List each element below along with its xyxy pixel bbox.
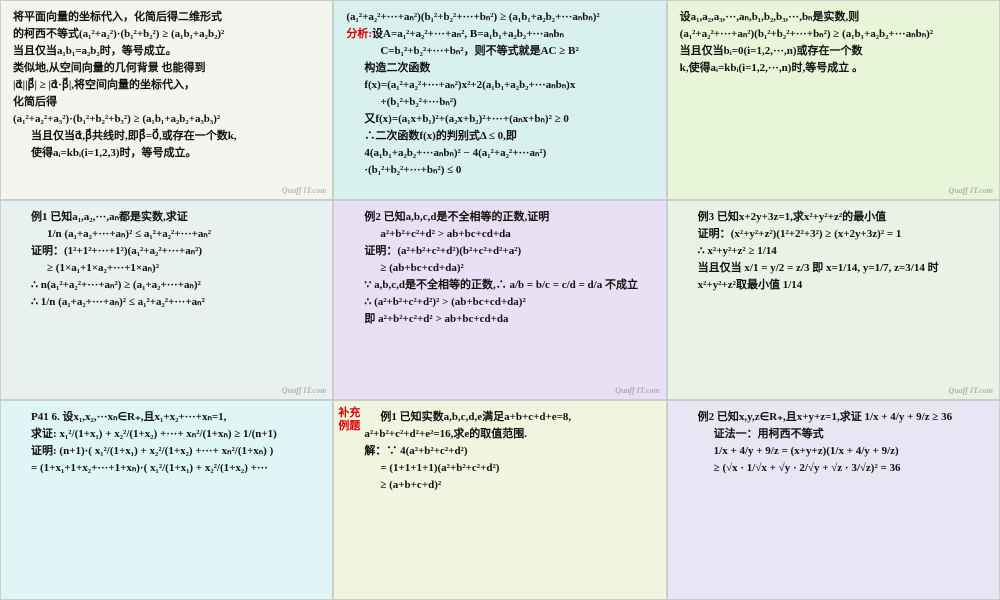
math-panel-4: 例1 已知a₁,a₂,···,aₙ都是实数,求证1/n (a₁+a₂+···+a… bbox=[0, 200, 333, 400]
math-line: x²+y²+z²取最小值 1/14 bbox=[680, 277, 987, 294]
math-line: ≥ (ab+bc+cd+da)² bbox=[346, 260, 653, 277]
watermark: Quaff IT.com bbox=[949, 385, 993, 397]
math-panel-1: 将平面向量的坐标代入，化简后得二维形式的柯西不等式(a₁²+a₂²)·(b₁²+… bbox=[0, 0, 333, 200]
math-panel-7: P41 6. 设x₁,x₂,···xₙ∈R₊,且x₁+x₂+···+xₙ=1,求… bbox=[0, 400, 333, 600]
math-line: 设a₁,a₂,a₃,···,aₙ,b₁,b₂,b₃,···,bₙ是实数,则 bbox=[680, 9, 987, 26]
math-line: = (1+x₁+1+x₂+···+1+xₙ)·( x₁²/(1+x₁) + x₂… bbox=[13, 460, 320, 477]
math-line: 解：∵ 4(a²+b²+c²+d²) bbox=[346, 443, 653, 460]
math-line: 将平面向量的坐标代入，化简后得二维形式 bbox=[13, 9, 320, 26]
math-line: 构造二次函数 bbox=[346, 60, 653, 77]
math-line: ≥ (a+b+c+d)² bbox=[346, 477, 653, 494]
math-line: 当且仅当 x/1 = y/2 = z/3 即 x=1/14, y=1/7, z=… bbox=[680, 260, 987, 277]
math-line: 求证: x₁²/(1+x₁) + x₂²/(1+x₂) +···+ xₙ²/(1… bbox=[13, 426, 320, 443]
math-line: 又f(x)=(a₁x+b₁)²+(a₂x+b₂)²+···+(aₙx+bₙ)² … bbox=[346, 111, 653, 128]
math-line: 当且仅当bᵢ=0(i=1,2,···,n)或存在一个数 bbox=[680, 43, 987, 60]
math-line: C=b₁²+b₂²+···+bₙ²，则不等式就是AC ≥ B² bbox=[346, 43, 653, 60]
math-line: ≥ (1×a₁+1×a₂+···+1×aₙ)² bbox=[13, 260, 320, 277]
math-line: 例2 已知x,y,z∈R₊,且x+y+z=1,求证 1/x + 4/y + 9/… bbox=[680, 409, 987, 426]
math-line: P41 6. 设x₁,x₂,···xₙ∈R₊,且x₁+x₂+···+xₙ=1, bbox=[13, 409, 320, 426]
math-line: 例1 已知a₁,a₂,···,aₙ都是实数,求证 bbox=[13, 209, 320, 226]
math-line: 1/x + 4/y + 9/z = (x+y+z)(1/x + 4/y + 9/… bbox=[680, 443, 987, 460]
math-line: 化简后得 bbox=[13, 94, 320, 111]
math-line: (a₁²+a₂²+···+aₙ²)(b₁²+b₂²+···+bₙ²) ≥ (a₁… bbox=[680, 26, 987, 43]
math-line: = (1+1+1+1)(a²+b²+c²+d²) bbox=[346, 460, 653, 477]
math-line: 1/n (a₁+a₂+···+aₙ)² ≤ a₁²+a₂²+···+aₙ² bbox=[13, 226, 320, 243]
math-line: 例3 已知x+2y+3z=1,求x²+y²+z²的最小值 bbox=[680, 209, 987, 226]
math-panel-5: 例2 已知a,b,c,d是不全相等的正数,证明a²+b²+c²+d² > ab+… bbox=[333, 200, 666, 400]
math-line: 分析:设A=a₁²+a₂²+···+aₙ², B=a₁b₁+a₂b₂+···aₙ… bbox=[346, 26, 653, 43]
supplement-label: 补充例题 bbox=[338, 407, 360, 433]
math-line: 证明: (n+1)·( x₁²/(1+x₁) + x₂²/(1+x₂) +···… bbox=[13, 443, 320, 460]
watermark: Quaff IT.com bbox=[282, 185, 326, 197]
watermark: Quaff IT.com bbox=[615, 385, 659, 397]
math-line: ≥ (√x · 1/√x + √y · 2/√y + √z · 3/√z)² =… bbox=[680, 460, 987, 477]
analysis-label: 分析: bbox=[346, 28, 372, 40]
math-line: ∴ n(a₁²+a₂²+···+aₙ²) ≥ (a₁+a₂+···+aₙ)² bbox=[13, 277, 320, 294]
math-line: ∴ 1/n (a₁+a₂+···+aₙ)² ≤ a₁²+a₂²+···+aₙ² bbox=[13, 294, 320, 311]
math-line: 证法一：用柯西不等式 bbox=[680, 426, 987, 443]
math-line: 当且仅当a₁b₁=a₂b₂时，等号成立。 bbox=[13, 43, 320, 60]
math-line: ·(b₁²+b₂²+···+bₙ²) ≤ 0 bbox=[346, 162, 653, 179]
math-panel-9: 例2 已知x,y,z∈R₊,且x+y+z=1,求证 1/x + 4/y + 9/… bbox=[667, 400, 1000, 600]
math-panel-8: 补充例题例1 已知实数a,b,c,d,e满足a+b+c+d+e=8,a²+b²+… bbox=[333, 400, 666, 600]
math-line: 例2 已知a,b,c,d是不全相等的正数,证明 bbox=[346, 209, 653, 226]
math-panel-3: 设a₁,a₂,a₃,···,aₙ,b₁,b₂,b₃,···,bₙ是实数,则(a₁… bbox=[667, 0, 1000, 200]
math-line: (a₁²+a₂²+···+aₙ²)(b₁²+b₂²+···+bₙ²) ≥ (a₁… bbox=[346, 9, 653, 26]
math-line: 当且仅当α⃗,β⃗共线时,即β⃗=0⃗,或存在一个数k, bbox=[13, 128, 320, 145]
math-line: f(x)=(a₁²+a₂²+···+aₙ²)x²+2(a₁b₁+a₂b₂+···… bbox=[346, 77, 653, 94]
math-line: ∵ a,b,c,d是不全相等的正数,∴ a/b = b/c = c/d = d/… bbox=[346, 277, 653, 294]
math-line: 即 a²+b²+c²+d² > ab+bc+cd+da bbox=[346, 311, 653, 328]
math-line: (a₁²+a₂²+a₃²)·(b₁²+b₂²+b₃²) ≥ (a₁b₁+a₂b₂… bbox=[13, 111, 320, 128]
math-panel-6: 例3 已知x+2y+3z=1,求x²+y²+z²的最小值证明：(x²+y²+z²… bbox=[667, 200, 1000, 400]
math-line: 类似地,从空间向量的几何背景 也能得到 bbox=[13, 60, 320, 77]
math-line: 4(a₁b₁+a₂b₂+···aₙbₙ)² − 4(a₁²+a₂²+···aₙ²… bbox=[346, 145, 653, 162]
watermark: Quaff IT.com bbox=[282, 385, 326, 397]
math-line: 使得aᵢ=kbᵢ(i=1,2,3)时，等号成立。 bbox=[13, 145, 320, 162]
math-line: 证明：(1²+1²+···+1²)(a₁²+a₂²+···+aₙ²) bbox=[13, 243, 320, 260]
math-line: ∴二次函数f(x)的判别式Δ ≤ 0,即 bbox=[346, 128, 653, 145]
math-line: 例1 已知实数a,b,c,d,e满足a+b+c+d+e=8, bbox=[346, 409, 653, 426]
math-line: k,使得aᵢ=kbᵢ(i=1,2,···,n)时,等号成立 。 bbox=[680, 60, 987, 77]
math-line: 的柯西不等式(a₁²+a₂²)·(b₁²+b₂²) ≥ (a₁b₁+a₂b₂)² bbox=[13, 26, 320, 43]
math-panel-2: (a₁²+a₂²+···+aₙ²)(b₁²+b₂²+···+bₙ²) ≥ (a₁… bbox=[333, 0, 666, 200]
math-line: |α⃗||β⃗| ≥ |α⃗·β⃗|,将空间向量的坐标代入， bbox=[13, 77, 320, 94]
math-line: ∴ x²+y²+z² ≥ 1/14 bbox=[680, 243, 987, 260]
watermark: Quaff IT.com bbox=[949, 185, 993, 197]
math-line: ∴ (a²+b²+c²+d²)² > (ab+bc+cd+da)² bbox=[346, 294, 653, 311]
math-line: a²+b²+c²+d²+e²=16,求e的取值范围. bbox=[346, 426, 653, 443]
math-line: 证明：(a²+b²+c²+d²)(b²+c²+d²+a²) bbox=[346, 243, 653, 260]
math-line: 证明：(x²+y²+z²)(1²+2²+3²) ≥ (x+2y+3z)² = 1 bbox=[680, 226, 987, 243]
math-line: a²+b²+c²+d² > ab+bc+cd+da bbox=[346, 226, 653, 243]
math-line: +(b₁²+b₂²+···bₙ²) bbox=[346, 94, 653, 111]
